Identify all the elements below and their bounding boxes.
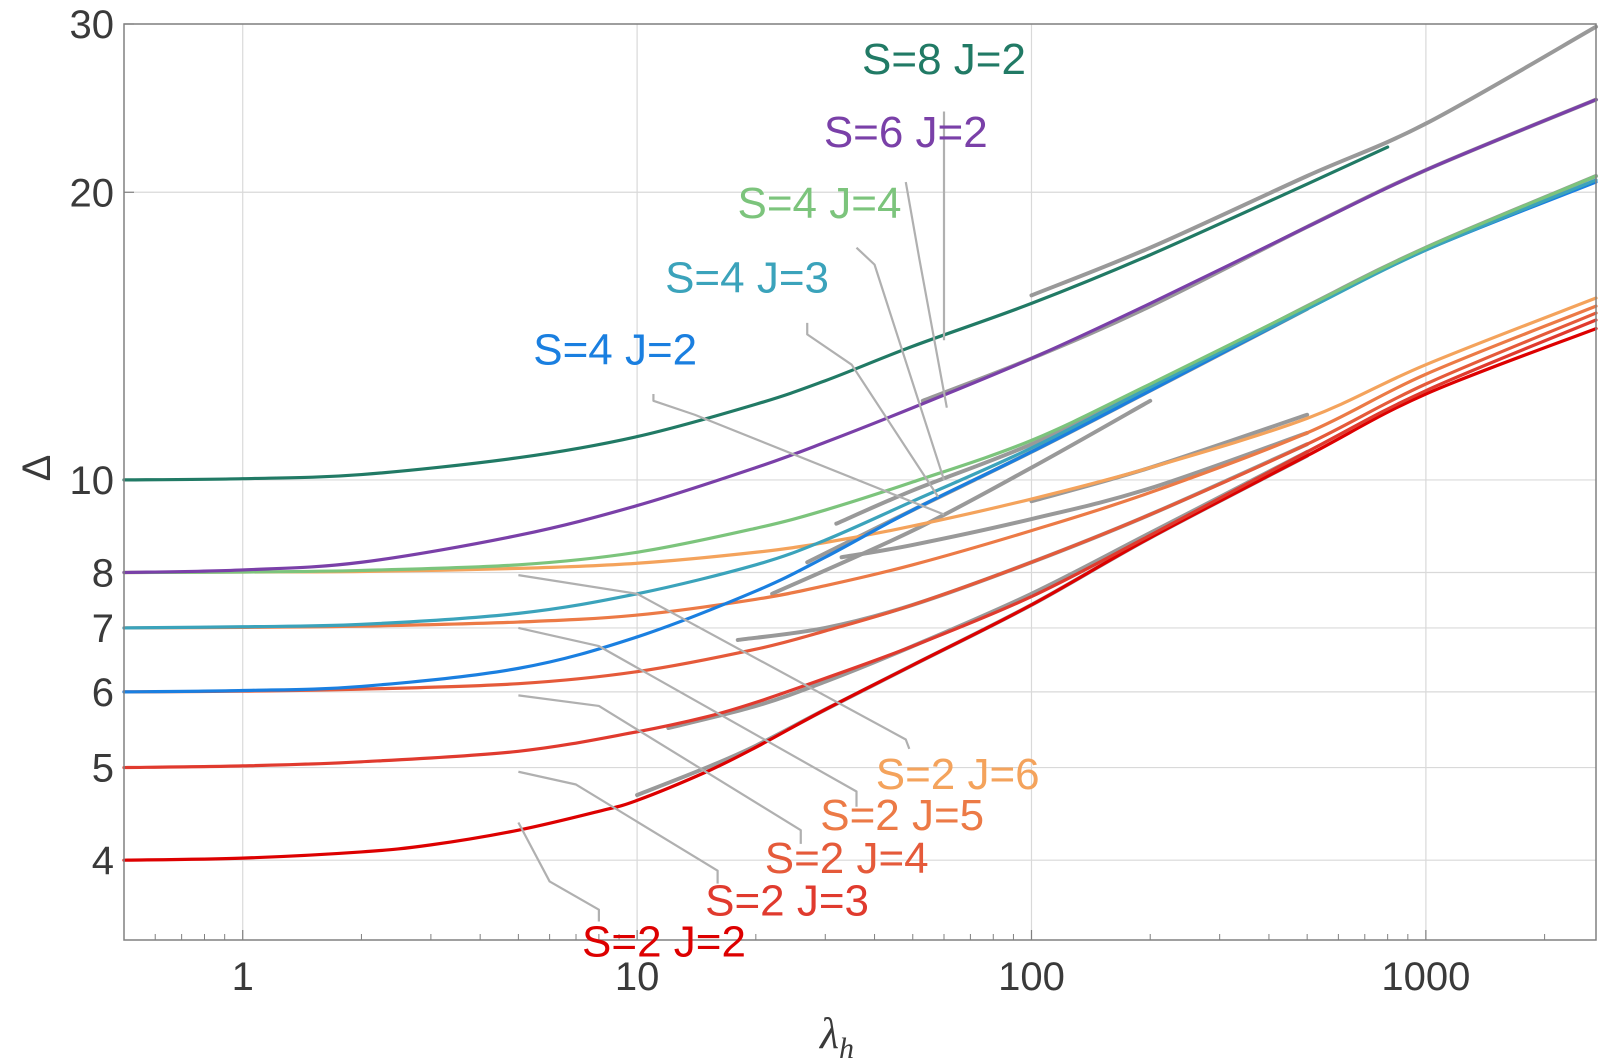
annotation-leaders xyxy=(517,111,948,922)
leader-line-1 xyxy=(904,181,948,408)
series-labels: S=8 J=2 S=6 J=2 S=4 J=4 S=4 J=3 S=4 J=2 S=2 J… xyxy=(533,35,1039,967)
series-label-9: S=2 J=2 xyxy=(582,918,746,967)
leader-line-9 xyxy=(517,821,600,922)
y-tick-label-2: 6 xyxy=(92,671,114,715)
x-tick-label-3: 1000 xyxy=(1381,955,1470,999)
leader-line-6 xyxy=(518,626,858,807)
y-tick-label-3: 7 xyxy=(92,607,114,651)
leader-line-5 xyxy=(518,574,911,750)
y-axis-title: Δ xyxy=(15,455,59,482)
series-line-3 xyxy=(122,304,1598,630)
series-line-6 xyxy=(122,178,1598,630)
x-axis-title: λh xyxy=(818,1009,854,1064)
series-line-8 xyxy=(122,98,1598,575)
x-axis-title-subscript: h xyxy=(839,1032,854,1064)
series-line-9 xyxy=(122,145,1390,482)
asymptote-curve-0 xyxy=(1029,24,1598,298)
y-tick-label-7: 30 xyxy=(70,3,115,47)
leader-line-7 xyxy=(518,694,802,844)
asymptote-curve-4 xyxy=(770,398,1153,596)
series-label-5: S=2 J=6 xyxy=(876,750,1040,799)
leader-line-4 xyxy=(652,394,945,516)
series-line-2 xyxy=(122,311,1598,694)
y-tick-label-6: 20 xyxy=(70,171,115,215)
y-tick-label-1: 5 xyxy=(92,747,114,791)
y-tick-label-4: 8 xyxy=(92,552,114,596)
x-tick-label-0: 1 xyxy=(232,955,254,999)
series-label-0: S=8 J=2 xyxy=(862,35,1026,84)
leader-line-2 xyxy=(855,246,946,481)
data-series xyxy=(122,98,1598,862)
series-label-3: S=4 J=3 xyxy=(665,254,829,303)
plot-frame xyxy=(123,23,1597,941)
x-tick-label-1: 10 xyxy=(615,955,660,999)
series-label-6: S=2 J=5 xyxy=(820,791,984,840)
series-line-5 xyxy=(122,180,1598,694)
series-line-1 xyxy=(122,318,1598,770)
x-tick-label-2: 100 xyxy=(998,955,1065,999)
y-tick-label-5: 10 xyxy=(70,459,115,503)
series-line-0 xyxy=(122,326,1598,862)
asymptote-curve-6 xyxy=(839,430,1310,560)
series-label-1: S=6 J=2 xyxy=(824,108,988,157)
asymptote-curves xyxy=(635,24,1598,798)
tick-labels: 1 10 100 1000 4 5 6 7 8 10 20 30 xyxy=(70,3,1471,999)
leader-line-3 xyxy=(806,322,940,498)
series-label-8: S=2 J=3 xyxy=(705,877,869,926)
series-label-2: S=4 J=4 xyxy=(738,179,902,228)
x-axis-title-main: λ xyxy=(818,1009,839,1058)
series-label-4: S=4 J=2 xyxy=(533,326,697,375)
y-tick-label-0: 4 xyxy=(92,839,114,883)
series-label-7: S=2 J=4 xyxy=(765,834,929,883)
series-line-7 xyxy=(122,174,1598,575)
series-line-4 xyxy=(122,296,1598,575)
leader-line-8 xyxy=(518,770,719,884)
